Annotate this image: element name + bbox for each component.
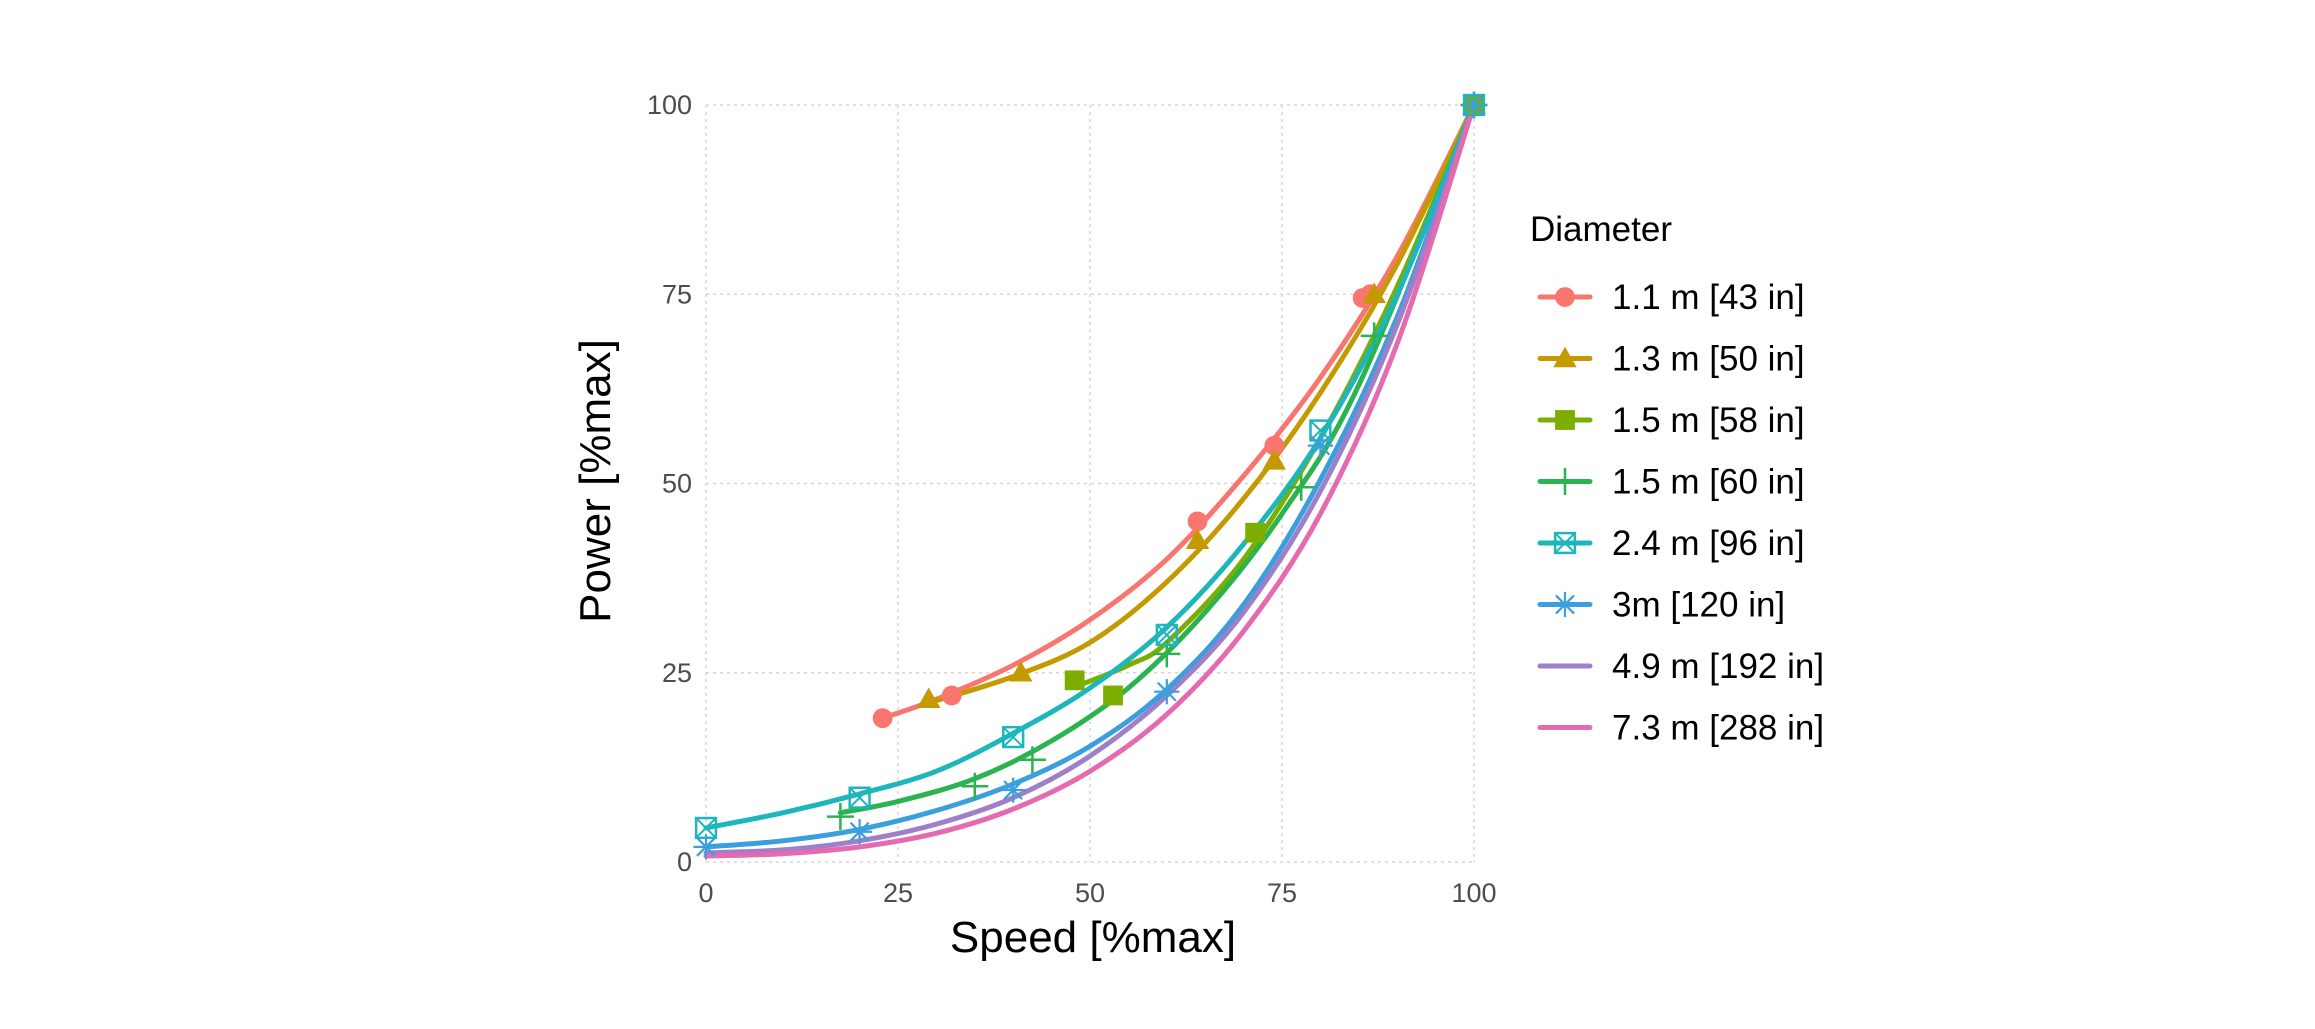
data-point <box>1103 685 1123 706</box>
grid <box>705 104 1475 863</box>
y-tick-label: 75 <box>662 279 692 309</box>
data-point <box>693 834 719 860</box>
data-point <box>1009 661 1033 682</box>
legend-label: 4.9 m [192 in] <box>1612 647 1824 686</box>
data-point <box>826 803 854 831</box>
data-point <box>917 687 941 709</box>
series-line-3 <box>837 102 1477 816</box>
legend-item: 4.9 m [192 in] <box>1537 647 1824 686</box>
legend-marker <box>1553 346 1577 368</box>
data-point <box>961 772 989 800</box>
data-point <box>1187 511 1208 532</box>
legend: Diameter 1.1 m [43 in] 1.3 m [50 in] 1.5 m… <box>1530 210 1824 748</box>
data-point <box>1461 92 1487 118</box>
data-point <box>1264 435 1285 456</box>
y-tick-label: 50 <box>662 469 692 499</box>
data-point <box>1155 623 1178 647</box>
data-point <box>1307 433 1333 459</box>
y-tick-label: 100 <box>647 90 692 120</box>
x-axis-title: Speed [%max] <box>950 913 1236 962</box>
data-point <box>1000 777 1026 803</box>
data-point <box>1245 522 1266 543</box>
data-point <box>1360 322 1388 350</box>
legend-item: 1.3 m [50 in] <box>1537 340 1805 379</box>
x-tick-label: 0 <box>698 878 713 908</box>
legend-label: 7.3 m [288 in] <box>1612 709 1824 748</box>
y-axis-ticks: 0 25 50 75 100 <box>647 90 692 877</box>
legend-item: 1.1 m [43 in] <box>1537 278 1805 317</box>
legend-item: 7.3 m [288 in] <box>1537 709 1824 748</box>
data-point <box>847 819 873 845</box>
series-markers <box>693 91 1488 860</box>
legend-label: 2.4 m [96 in] <box>1612 524 1805 563</box>
legend-title: Diameter <box>1530 210 1672 249</box>
data-point <box>941 685 962 706</box>
y-tick-label: 25 <box>662 658 692 688</box>
data-point <box>1287 473 1315 501</box>
data-point <box>1262 449 1287 470</box>
legend-item: 3m [120 in] <box>1537 586 1785 625</box>
series-line-1 <box>926 102 1477 706</box>
series-line-7 <box>703 102 1477 859</box>
legend-label: 3m [120 in] <box>1612 586 1785 625</box>
legend-label: 1.5 m [58 in] <box>1612 401 1805 440</box>
y-tick-label: 0 <box>677 847 692 877</box>
y-axis-title: Power [%max] <box>571 339 620 623</box>
data-point <box>1018 746 1046 774</box>
x-tick-label: 50 <box>1075 878 1105 908</box>
legend-item: 2.4 m [96 in] <box>1537 524 1805 563</box>
legend-item: 1.5 m [60 in] <box>1537 463 1805 502</box>
legend-marker <box>1551 468 1579 495</box>
legend-marker <box>1555 410 1575 430</box>
x-axis-ticks: 0 25 50 75 100 <box>698 878 1496 908</box>
legend-label: 1.5 m [60 in] <box>1612 463 1805 502</box>
x-tick-label: 25 <box>883 878 913 908</box>
data-point <box>1362 282 1386 304</box>
legend-marker <box>1555 287 1575 307</box>
legend-label: 1.1 m [43 in] <box>1612 278 1805 317</box>
legend-label: 1.3 m [50 in] <box>1612 340 1805 379</box>
data-point <box>1154 679 1180 705</box>
legend-items: 1.1 m [43 in] 1.3 m [50 in] 1.5 m [58 in] 1… <box>1537 278 1824 748</box>
data-point <box>1185 528 1210 550</box>
x-tick-label: 75 <box>1267 878 1297 908</box>
x-tick-label: 100 <box>1451 878 1496 908</box>
data-point <box>1064 670 1085 691</box>
legend-item: 1.5 m [58 in] <box>1537 401 1805 440</box>
legend-marker <box>1553 531 1577 555</box>
data-point <box>848 786 871 809</box>
legend-marker <box>1552 591 1578 618</box>
data-point <box>872 708 893 729</box>
data-point <box>1002 725 1025 749</box>
